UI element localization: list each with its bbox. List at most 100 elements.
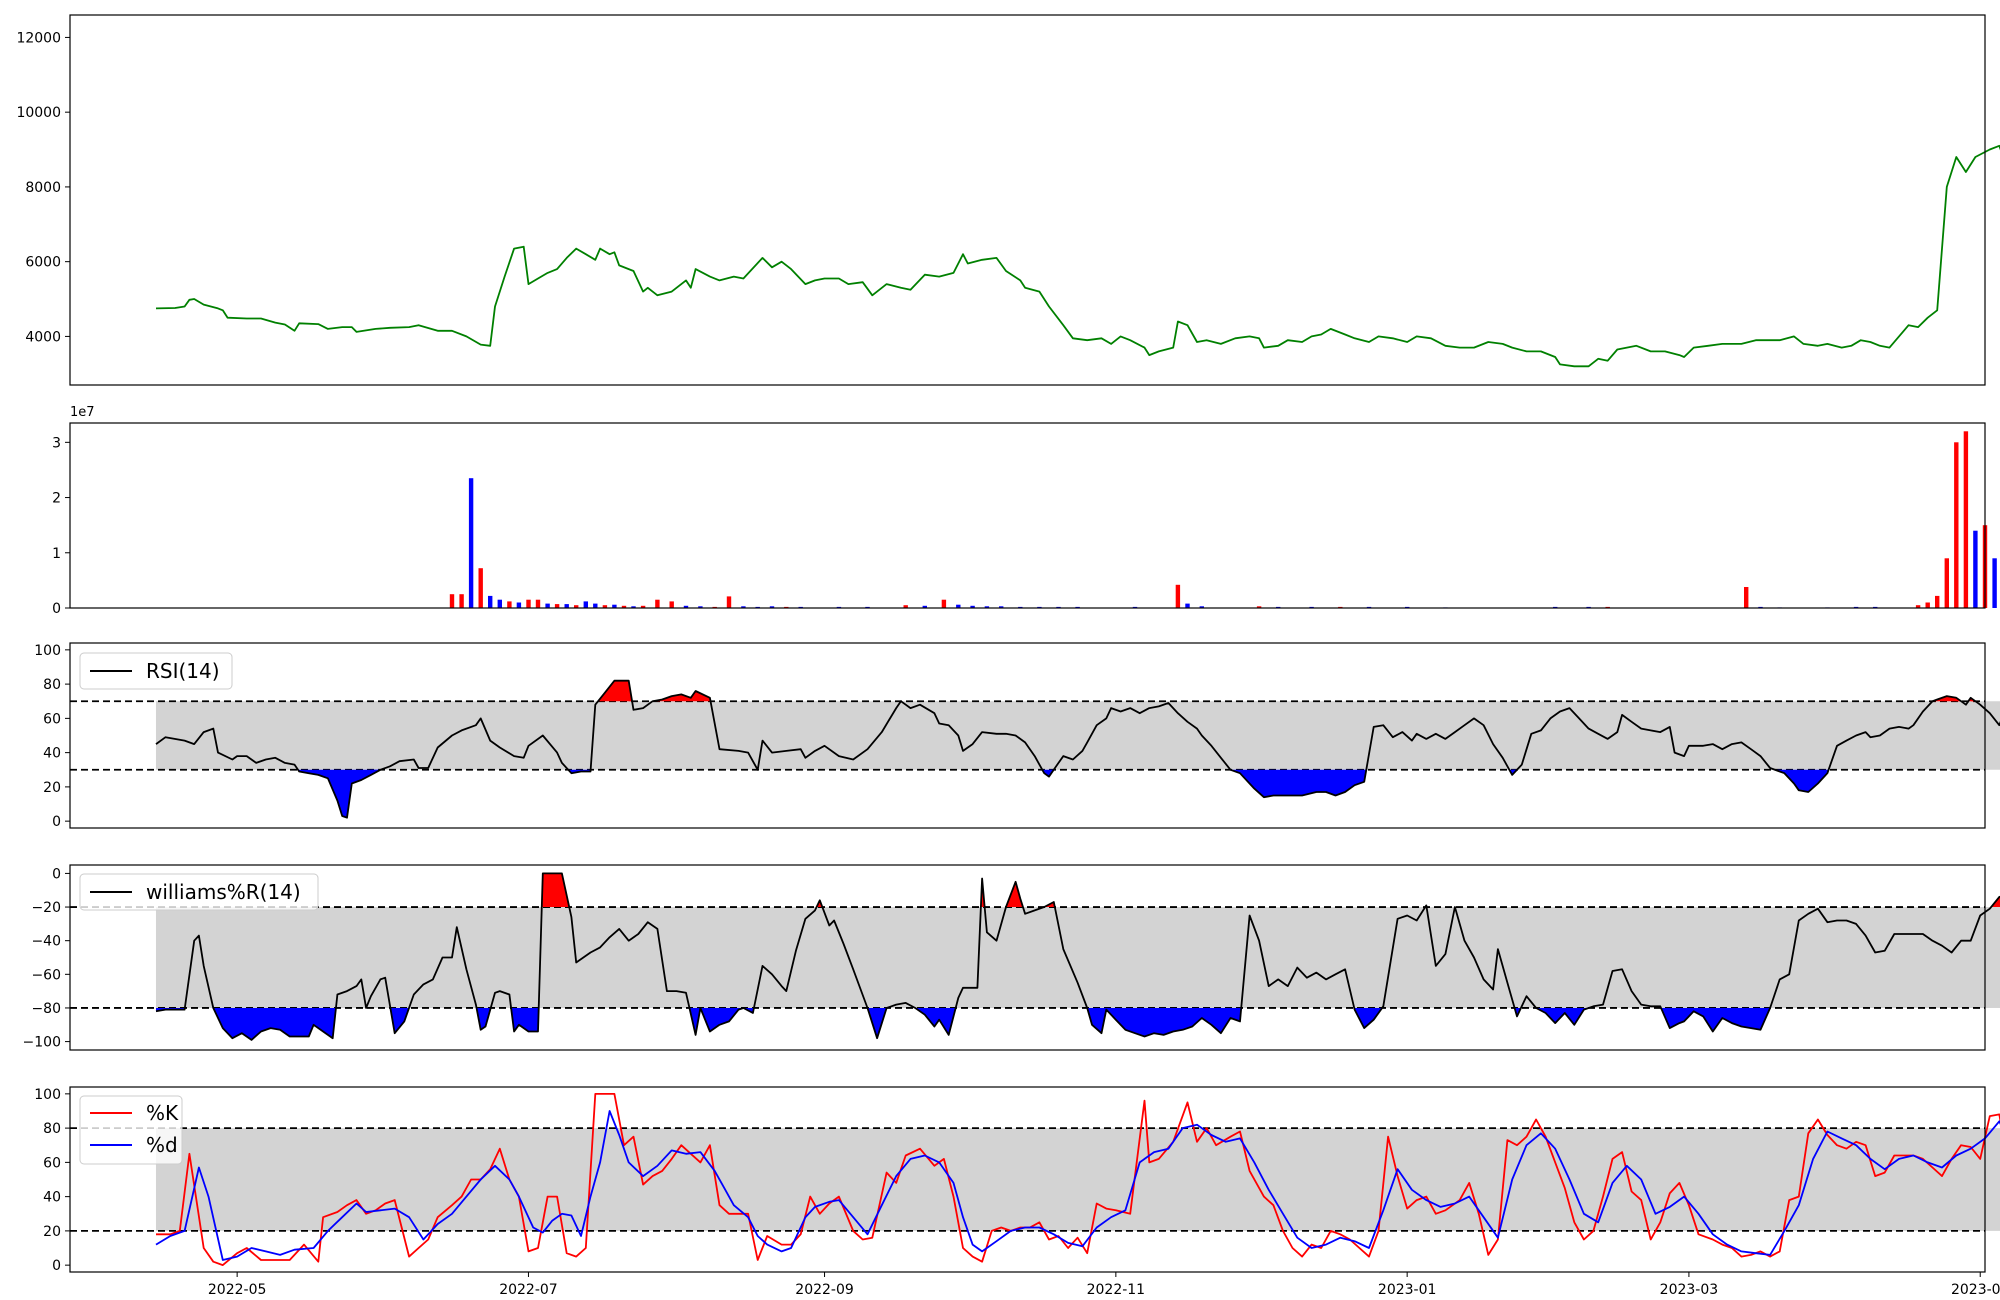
x-tick-label: 2023-03	[1660, 1282, 1719, 1298]
volume-panel: 0 1 2 3 1e7	[52, 405, 1997, 617]
volume-bar	[683, 605, 689, 608]
williams-panel: 0 −20 −40 −60 −80 −100 williams%R(14)	[23, 864, 2000, 1051]
price-panel: 4000 6000 8000 10000 12000	[16, 14, 2000, 386]
y-tick-label: 12000	[16, 30, 61, 46]
volume-bar	[655, 599, 660, 608]
volume-bar	[554, 604, 560, 608]
volume-bar	[1973, 530, 1978, 608]
y-tick-label: 2	[52, 491, 61, 507]
volume-bar	[1992, 558, 1997, 608]
volume-bar	[564, 604, 569, 608]
volume-bar	[488, 595, 493, 608]
volume-bar	[1199, 606, 1204, 608]
k-legend-label: %K	[146, 1101, 179, 1125]
volume-bar	[612, 604, 617, 608]
volume-bar	[478, 568, 483, 608]
volume-bar	[1944, 558, 1949, 608]
oversold-fill	[213, 1008, 336, 1040]
volume-bar	[516, 602, 522, 608]
volume-bar	[1925, 602, 1930, 608]
volume-bar	[698, 606, 703, 608]
y-tick-label: 40	[43, 746, 61, 762]
volume-bar	[741, 606, 746, 608]
rsi-legend-label: RSI(14)	[146, 659, 220, 683]
volume-bar	[970, 605, 975, 608]
stochastic-legend: %K %d	[79, 1095, 183, 1165]
oversold-fill	[1536, 1008, 1589, 1025]
volume-bar	[726, 596, 732, 608]
y-tick-label: −40	[31, 934, 61, 950]
volume-bar	[999, 606, 1004, 608]
volume-bar	[468, 478, 474, 608]
volume-bar	[449, 594, 455, 608]
d-line	[155, 1110, 2000, 1261]
volume-bar	[1963, 431, 1969, 608]
volume-bar	[459, 594, 464, 608]
y-tick-label: −100	[23, 1035, 61, 1051]
y-tick-label: 0	[52, 1258, 61, 1274]
volume-bar	[497, 599, 502, 608]
volume-bar	[669, 601, 674, 608]
volume-bar	[526, 599, 531, 608]
rsi-legend-box	[79, 652, 233, 690]
volume-bar	[922, 605, 927, 608]
x-tick-label: 2022-07	[499, 1282, 558, 1298]
x-tick-label: 2022-11	[1087, 1282, 1146, 1298]
williams-legend-box	[79, 873, 319, 911]
date-x-axis: 2022-05 2022-07 2022-09 2022-11 2023-01 2023-…	[208, 1272, 2000, 1298]
y-tick-label: 10000	[16, 105, 61, 121]
overbought-fill	[598, 680, 633, 702]
volume-bar	[545, 603, 550, 608]
y-tick-label: 0	[52, 601, 61, 617]
volume-bar	[1915, 605, 1921, 608]
y-tick-label: 60	[43, 711, 61, 727]
volume-bar	[593, 603, 598, 608]
y-tick-label: 100	[34, 1087, 61, 1103]
volume-bar	[535, 599, 541, 608]
y-tick-label: 0	[52, 866, 61, 882]
williams-line	[155, 872, 2000, 1041]
x-tick-label: 2023-05	[1951, 1282, 2000, 1298]
williams-axes-frame	[69, 864, 1986, 1051]
rsi-legend: RSI(14)	[79, 652, 233, 690]
volume-bar	[1185, 603, 1190, 608]
volume-axes-frame	[69, 422, 1986, 609]
volume-bar	[956, 604, 961, 608]
neutral-band	[155, 1128, 2000, 1231]
williams-line-layer	[155, 872, 2000, 1041]
y-tick-label: 3	[52, 435, 61, 451]
rsi-line	[155, 679, 2000, 819]
volume-bar	[769, 606, 775, 608]
overbought-fill	[1006, 881, 1023, 907]
oversold-fill	[700, 1008, 744, 1032]
rsi-line-layer	[155, 679, 2000, 819]
x-tick-label: 2023-01	[1378, 1282, 1437, 1298]
oversold-fill	[1661, 1008, 1771, 1032]
y-tick-label: 0	[52, 814, 61, 830]
overbought-fill	[1932, 696, 1962, 702]
y-tick-label: −80	[31, 1001, 61, 1017]
volume-bar	[1935, 595, 1940, 608]
y-tick-label: 40	[43, 1190, 61, 1206]
y-tick-label: 20	[43, 780, 61, 796]
stochastic-axes-frame	[69, 1086, 1986, 1273]
y-tick-label: 80	[43, 677, 61, 693]
volume-bar	[1744, 587, 1749, 608]
y-tick-label: 20	[43, 1224, 61, 1240]
y-tick-label: 6000	[25, 255, 61, 271]
x-tick-label: 2022-05	[208, 1282, 267, 1298]
volume-bar	[507, 601, 512, 608]
volume-bar	[1954, 442, 1959, 608]
volume-bar	[984, 606, 990, 608]
y-tick-label: −60	[31, 967, 61, 983]
volume-bar	[602, 605, 608, 608]
y-tick-label: −20	[31, 900, 61, 916]
oversold-fill	[1087, 1008, 1242, 1037]
price-line-layer	[155, 144, 2000, 368]
williams-legend-label: williams%R(14)	[146, 880, 301, 904]
stochastic-panel: 0 20 40 60 80 100 %K %d	[34, 1086, 2000, 1274]
y-tick-label: 8000	[25, 180, 61, 196]
oversold-fill	[298, 769, 381, 818]
volume-bar	[631, 606, 636, 608]
